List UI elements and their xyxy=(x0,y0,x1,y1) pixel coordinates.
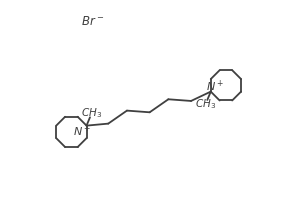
Text: $CH_3$: $CH_3$ xyxy=(195,97,216,111)
Text: $N^+$: $N^+$ xyxy=(206,79,224,94)
Text: $N^+$: $N^+$ xyxy=(73,124,91,139)
Text: $Br^-$: $Br^-$ xyxy=(81,15,104,28)
Text: $CH_3$: $CH_3$ xyxy=(81,106,103,120)
